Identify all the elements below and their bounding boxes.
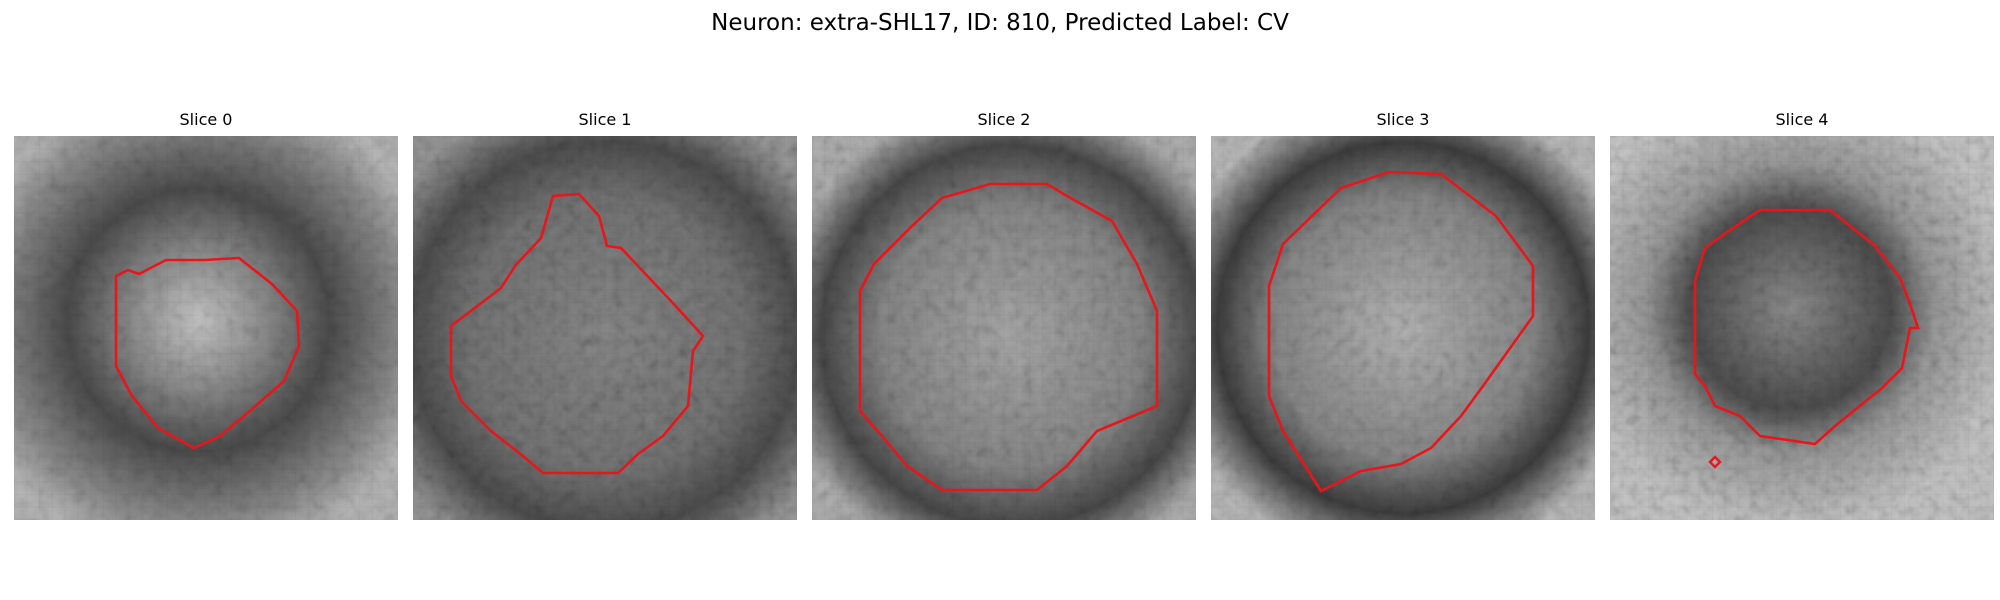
slice-3-image <box>1211 136 1595 520</box>
small-contour-marker <box>1708 455 1722 469</box>
slice-2-image <box>812 136 1196 520</box>
contour <box>449 192 705 475</box>
slice-2-title: Slice 2 <box>977 110 1031 129</box>
slice-4-title: Slice 4 <box>1775 110 1829 129</box>
contour <box>1267 170 1535 493</box>
slice-0-image <box>14 136 398 520</box>
slice-0-panel: Slice 0 <box>14 108 398 528</box>
slice-3-panel: Slice 3 <box>1211 108 1595 528</box>
contour <box>114 256 301 450</box>
slice-1-image <box>413 136 797 520</box>
slice-0-title: Slice 0 <box>179 110 233 129</box>
slice-4-panel: Slice 4 <box>1610 108 1994 528</box>
slice-2-panel: Slice 2 <box>812 108 1196 528</box>
contour <box>1693 208 1920 446</box>
slice-1-panel: Slice 1 <box>413 108 797 528</box>
slice-1-title: Slice 1 <box>578 110 632 129</box>
contour <box>858 182 1159 492</box>
slice-3-title: Slice 3 <box>1376 110 1430 129</box>
figure-title: Neuron: extra-SHL17, ID: 810, Predicted … <box>711 10 1289 36</box>
slice-4-image <box>1610 136 1994 520</box>
